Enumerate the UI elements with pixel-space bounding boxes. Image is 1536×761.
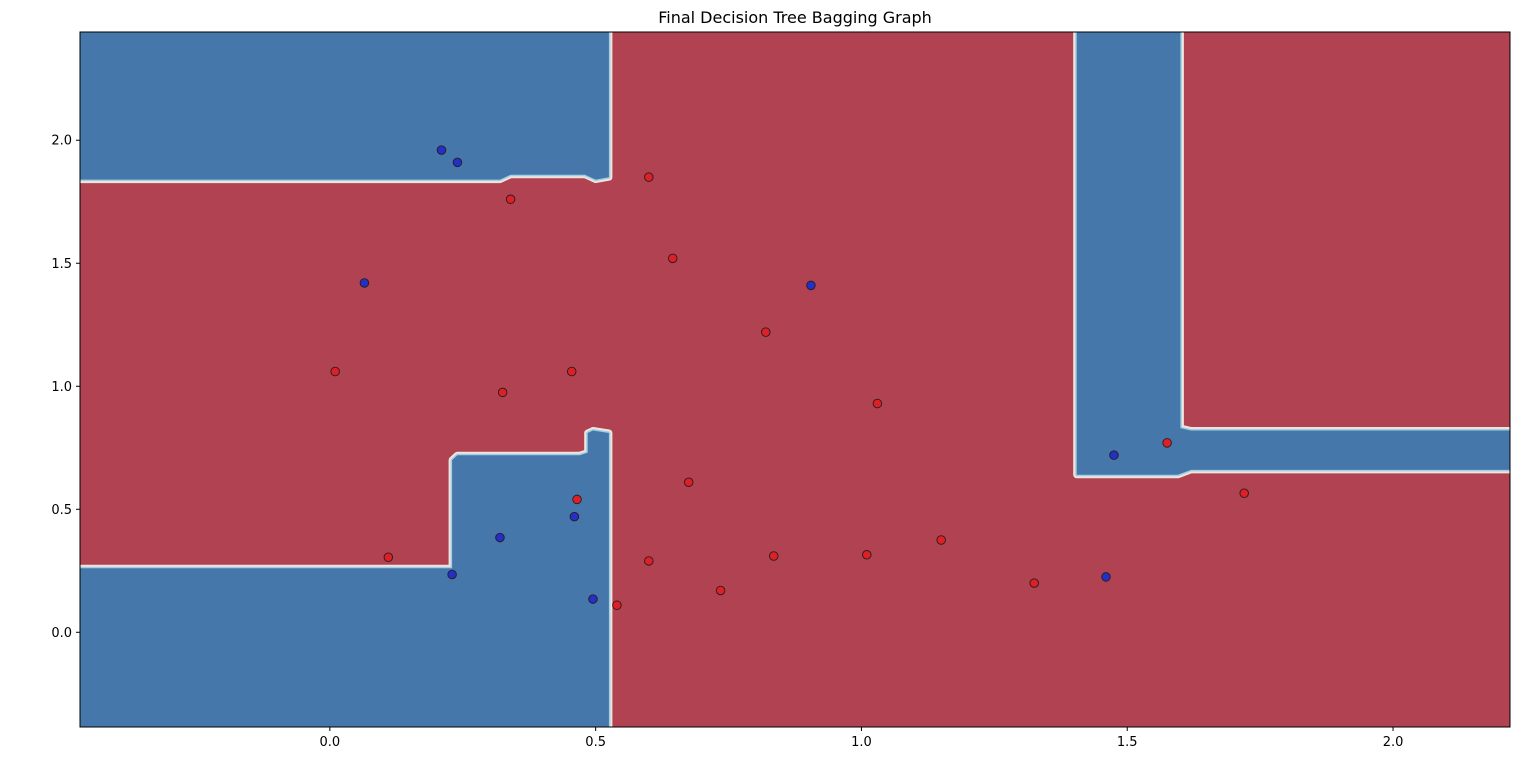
x-axis: 0.0 0.5 1.0 1.5 2.0 <box>320 727 1404 750</box>
point-red <box>497 387 508 398</box>
point-red <box>936 535 946 545</box>
x-tick-label: 1.0 <box>851 735 872 750</box>
x-tick-label: 0.5 <box>585 735 606 750</box>
point-blue <box>436 145 447 155</box>
y-tick-label: 1.0 <box>51 380 72 395</box>
plot-frame <box>79 31 1511 728</box>
point-blue <box>1109 450 1119 460</box>
point-blue <box>447 569 457 580</box>
point-red <box>383 552 394 562</box>
point-red <box>644 556 654 566</box>
point-blue <box>495 532 505 543</box>
chart-title: Final Decision Tree Bagging Graph <box>658 8 932 27</box>
point-red <box>768 551 779 561</box>
point-blue <box>806 280 816 291</box>
y-tick-label: 0.0 <box>51 626 72 641</box>
point-red <box>330 366 340 377</box>
point-red <box>1029 578 1039 588</box>
point-red <box>1162 438 1172 448</box>
point-red <box>872 398 883 409</box>
point-red <box>572 494 582 505</box>
y-tick-label: 2.0 <box>51 134 72 149</box>
point-blue <box>588 594 598 604</box>
point-blue <box>569 511 580 522</box>
point-red <box>761 327 771 337</box>
point-red <box>715 585 726 596</box>
point-red <box>683 477 694 487</box>
point-red <box>644 172 654 182</box>
region-blue-1 <box>80 32 609 180</box>
point-red <box>566 366 577 377</box>
point-red <box>862 550 872 560</box>
x-tick-label: 0.0 <box>320 735 341 750</box>
plot-area <box>80 32 1510 727</box>
y-tick-label: 1.5 <box>51 257 72 272</box>
y-tick-label: 0.5 <box>51 503 72 518</box>
x-tick-label: 2.0 <box>1383 735 1404 750</box>
point-red <box>505 194 516 205</box>
x-tick-label: 1.5 <box>1117 735 1138 750</box>
y-axis: 0.0 0.5 1.0 1.5 2.0 <box>51 134 80 641</box>
point-blue <box>1101 572 1111 582</box>
region-blue-3 <box>1076 32 1510 475</box>
point-red <box>612 600 622 610</box>
point-red <box>1239 488 1249 499</box>
point-blue <box>359 278 370 288</box>
point-blue <box>452 157 463 168</box>
region-blue-2 <box>80 430 609 727</box>
point-red <box>667 253 678 264</box>
